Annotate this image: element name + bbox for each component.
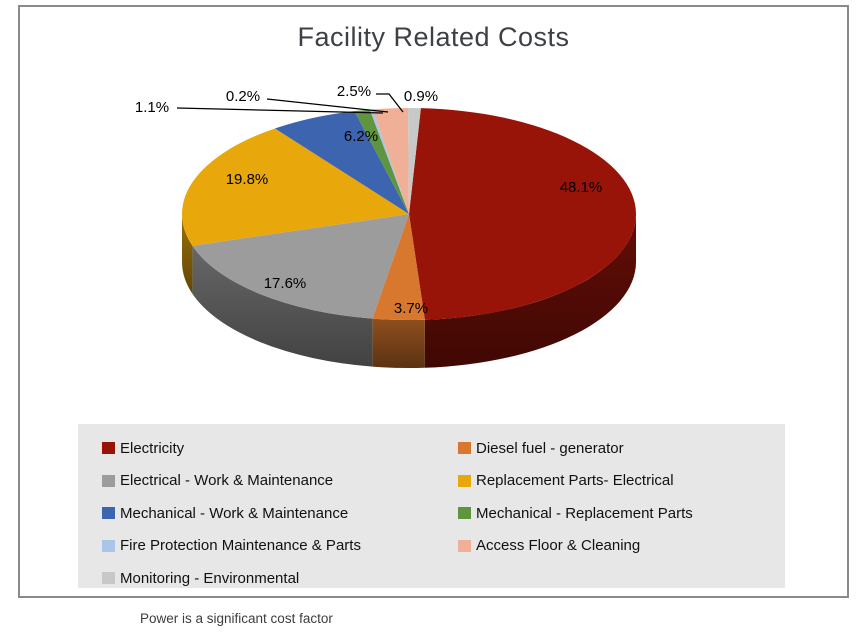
- legend-label: Diesel fuel - generator: [476, 439, 624, 457]
- legend-item: Electrical - Work & Maintenance: [102, 465, 458, 498]
- legend-item: Mechanical - Replacement Parts: [458, 497, 785, 530]
- legend: Electricity Diesel fuel - generator Electr…: [78, 424, 785, 588]
- legend-label: Replacement Parts- Electrical: [476, 472, 674, 490]
- legend-swatch-icon: [102, 539, 115, 552]
- legend-item: Diesel fuel - generator: [458, 432, 785, 465]
- chart-caption: Power is a significant cost factor: [140, 611, 333, 626]
- legend-swatch-icon: [458, 539, 471, 552]
- legend-item: Replacement Parts- Electrical: [458, 465, 785, 498]
- legend-swatch-icon: [458, 474, 471, 487]
- legend-item: Electricity: [102, 432, 458, 465]
- legend-swatch-icon: [102, 474, 115, 487]
- legend-item: Monitoring - Environmental: [102, 562, 458, 595]
- legend-label: Mechanical - Work & Maintenance: [120, 504, 349, 522]
- legend-swatch-icon: [458, 507, 471, 520]
- legend-label: Electricity: [120, 439, 185, 457]
- legend-item: Mechanical - Work & Maintenance: [102, 497, 458, 530]
- legend-label: Mechanical - Replacement Parts: [476, 504, 693, 522]
- legend-item: Fire Protection Maintenance & Parts: [102, 530, 458, 563]
- legend-swatch-icon: [102, 572, 115, 585]
- legend-label: Access Floor & Cleaning: [476, 537, 641, 555]
- chart-title: Facility Related Costs: [297, 22, 570, 52]
- legend-swatch-icon: [102, 442, 115, 455]
- legend-item: Access Floor & Cleaning: [458, 530, 785, 563]
- legend-label: Electrical - Work & Maintenance: [120, 472, 334, 490]
- legend-swatch-icon: [102, 507, 115, 520]
- legend-swatch-icon: [458, 442, 471, 455]
- legend-label: Monitoring - Environmental: [120, 569, 300, 587]
- legend-label: Fire Protection Maintenance & Parts: [120, 537, 361, 555]
